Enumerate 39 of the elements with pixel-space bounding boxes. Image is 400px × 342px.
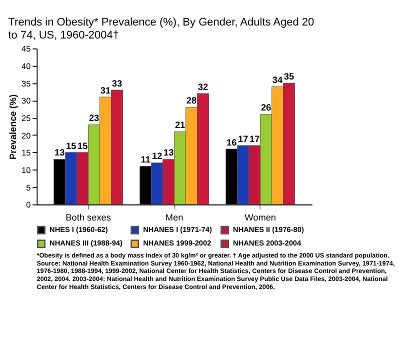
y-tick-label: 10 bbox=[22, 166, 32, 175]
y-tick-label: 25 bbox=[22, 114, 32, 123]
legend-label: NHANES II (1976-80) bbox=[233, 225, 304, 234]
legend-label: NHANES 2003-2004 bbox=[233, 238, 302, 248]
data-label: 26 bbox=[260, 102, 272, 113]
y-tick-label: 15 bbox=[22, 148, 32, 158]
legend-label: NHANES 1999-2002 bbox=[143, 238, 212, 248]
y-tick-label: 45 bbox=[22, 44, 32, 54]
data-label: 17 bbox=[238, 134, 248, 144]
data-label: 31 bbox=[100, 85, 111, 96]
data-label: 13 bbox=[54, 148, 65, 158]
data-label: 34 bbox=[272, 74, 284, 85]
data-label: 33 bbox=[112, 78, 122, 88]
y-axis-title: Prevalence (%) bbox=[8, 94, 18, 160]
data-label: 15 bbox=[66, 140, 76, 151]
x-tick-label: Men bbox=[165, 212, 184, 222]
y-tick-label: 0 bbox=[26, 200, 32, 210]
legend-label: NHANES I (1971-74) bbox=[143, 225, 213, 234]
data-label: 12 bbox=[152, 151, 162, 162]
data-label: 21 bbox=[174, 120, 186, 130]
y-tick-label: 5 bbox=[26, 183, 32, 192]
data-label: 15 bbox=[77, 140, 88, 151]
data-label: 35 bbox=[284, 71, 294, 82]
chart-title: Trends in Obesity* Prevalence (%), By Gender, Adults Aged 20 to 74, US, 1960-2004† bbox=[8, 16, 314, 42]
x-tick-label: Both sexes bbox=[66, 212, 112, 222]
data-label: 16 bbox=[226, 137, 237, 148]
legend-label: NHANES III (1988-94) bbox=[50, 238, 123, 248]
data-label: 13 bbox=[163, 148, 174, 158]
legend-label: NHES I (1960-62) bbox=[50, 225, 108, 234]
y-tick-label: 20 bbox=[22, 131, 32, 140]
data-label: 17 bbox=[249, 134, 260, 144]
data-label: 32 bbox=[198, 82, 208, 92]
x-tick-label: Women bbox=[244, 212, 276, 222]
y-tick-label: 40 bbox=[22, 62, 32, 71]
data-label: 11 bbox=[140, 154, 150, 165]
data-label: 23 bbox=[88, 113, 100, 124]
y-tick-label: 30 bbox=[22, 96, 32, 106]
data-label: 28 bbox=[186, 96, 197, 106]
y-tick-label: 35 bbox=[22, 79, 32, 88]
